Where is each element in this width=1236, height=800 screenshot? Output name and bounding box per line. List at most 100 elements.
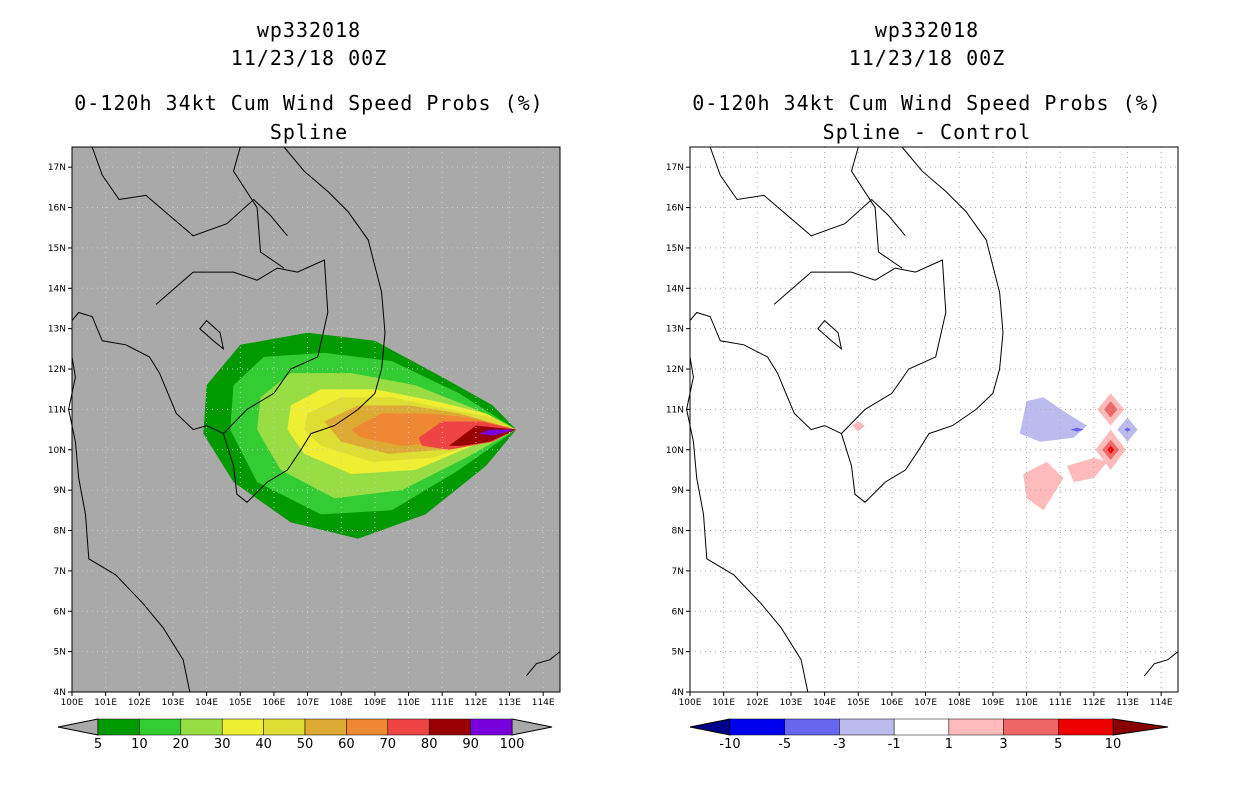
colorbar-label: 90 <box>462 737 479 752</box>
colorbar-label: 1 <box>945 737 953 752</box>
coastline <box>686 356 809 693</box>
panel-subtitle: Spline <box>269 120 349 144</box>
colorbar-label: -5 <box>778 737 791 752</box>
lon-label: 107E <box>914 698 937 708</box>
coastline <box>206 146 386 503</box>
diff-pos-1c <box>1066 457 1108 483</box>
coastline <box>709 146 906 237</box>
colorbar-bin <box>1058 718 1114 736</box>
probability-map: 4N 5N 6N 7N 8N 9N 10N 11N 12N 13N 14N 15N 16N 17N 100E… <box>48 146 561 752</box>
coastlines <box>68 146 561 693</box>
lon-label: 103E <box>162 698 185 708</box>
colorbar-label: 70 <box>380 737 397 752</box>
lat-label: 13N <box>48 325 66 335</box>
map-background <box>690 147 1178 692</box>
colorbar-arrow-low <box>689 718 731 736</box>
coastline <box>850 146 903 269</box>
lat-label: 5N <box>672 648 684 658</box>
lat-label: 4N <box>54 688 66 698</box>
lat-label: 6N <box>672 607 684 617</box>
coastline <box>525 651 561 677</box>
diff-neg-3b <box>1124 427 1131 432</box>
lat-label: 15N <box>666 244 684 254</box>
lon-label: 102E <box>746 698 769 708</box>
lat-label: 5N <box>54 648 66 658</box>
colorbar-bin <box>784 718 840 736</box>
lon-label: 112E <box>1082 698 1105 708</box>
product-title: 0-120h 34kt Cum Wind Speed Probs (%) <box>74 91 544 115</box>
diff-neg-3 <box>1070 427 1084 432</box>
forecast-datetime: 11/23/18 00Z <box>230 46 388 70</box>
lon-label: 114E <box>532 698 555 708</box>
diff-pos-1e <box>851 421 865 432</box>
lat-label: 4N <box>672 688 684 698</box>
lat-label: 9N <box>672 486 684 496</box>
lon-label: 103E <box>780 698 803 708</box>
lon-label: 101E <box>712 698 735 708</box>
colorbar-label: 30 <box>214 737 231 752</box>
difference-map: 4N 5N 6N 7N 8N 9N 10N 11N 12N 13N 14N 15N 16N 17N 100E… <box>666 146 1179 752</box>
lon-label: 108E <box>330 698 353 708</box>
colorbar-bin <box>839 718 895 736</box>
lon-label: 105E <box>847 698 870 708</box>
colorbar-label: 10 <box>131 737 148 752</box>
lat-label: 17N <box>666 163 684 173</box>
lat-label: 16N <box>48 204 66 214</box>
lat-label: 8N <box>54 527 66 537</box>
lat-label: 10N <box>666 446 684 456</box>
lon-label: 113E <box>498 698 521 708</box>
lon-label: 104E <box>813 698 836 708</box>
lon-label: 112E <box>464 698 487 708</box>
lon-label: 101E <box>94 698 117 708</box>
lat-label: 9N <box>54 486 66 496</box>
diff-neg-1 <box>1019 397 1088 442</box>
coastline <box>773 259 947 434</box>
lon-label: 108E <box>948 698 971 708</box>
coastline <box>68 356 191 693</box>
coastline <box>91 146 288 237</box>
coastlines <box>686 146 1179 693</box>
colorbar-bin <box>304 718 347 736</box>
coastline <box>689 311 825 431</box>
lon-label: 109E <box>363 698 386 708</box>
lon-label: 111E <box>431 698 454 708</box>
colorbar-label: 60 <box>338 737 355 752</box>
colorbar-bin <box>139 718 182 736</box>
coastline <box>1143 651 1179 677</box>
colorbar-arrow-low <box>57 718 99 736</box>
storm-id: wp332018 <box>874 18 980 42</box>
gridlines <box>72 147 560 692</box>
colorbar-bin <box>428 718 471 736</box>
lat-label: 12N <box>48 365 66 375</box>
colorbar: -10 -5 -3 -1 1 3 5 10 <box>689 718 1169 752</box>
lat-label: 16N <box>666 204 684 214</box>
lon-label: 105E <box>229 698 252 708</box>
lat-label: 11N <box>48 405 66 415</box>
colorbar-label: 100 <box>500 737 525 752</box>
lon-label: 100E <box>61 698 84 708</box>
swath-90 <box>479 429 517 436</box>
coastline <box>824 146 1004 503</box>
lon-label: 111E <box>1049 698 1072 708</box>
lon-label: 102E <box>128 698 151 708</box>
lat-label: 13N <box>666 325 684 335</box>
colorbar-label: 5 <box>94 737 102 752</box>
lon-label: 100E <box>679 698 702 708</box>
lon-label: 110E <box>1015 698 1038 708</box>
coastline <box>71 311 207 431</box>
lat-label: 7N <box>54 567 66 577</box>
lon-label: 110E <box>397 698 420 708</box>
colorbar-arrow-high <box>511 718 553 736</box>
lat-label: 11N <box>666 405 684 415</box>
colorbar-bin <box>387 718 430 736</box>
panel-right: wp332018 11/23/18 00Z 0-120h 34kt Cum Wi… <box>618 0 1236 800</box>
diff-pos-1d <box>1023 461 1064 511</box>
colorbar-bin <box>346 718 389 736</box>
gridlines <box>690 147 1178 692</box>
lat-label: 14N <box>666 284 684 294</box>
colorbar-bin <box>263 718 306 736</box>
colorbar-bin <box>893 718 950 736</box>
colorbar-label: -1 <box>888 737 901 752</box>
colorbar-bin <box>97 718 140 736</box>
colorbar-label: 80 <box>421 737 438 752</box>
